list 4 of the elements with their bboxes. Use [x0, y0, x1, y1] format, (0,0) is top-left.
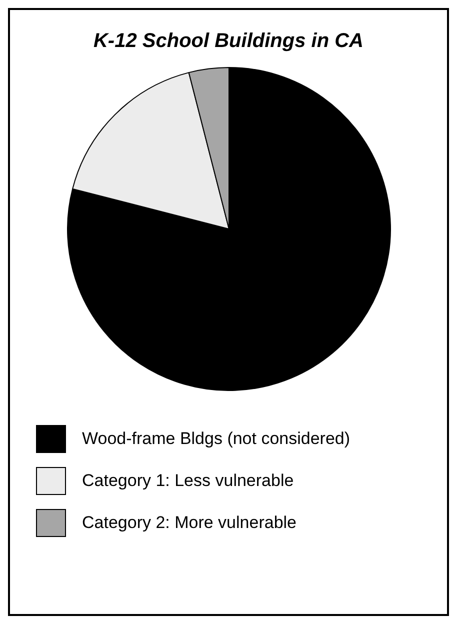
legend-label: Category 2: More vulnerable	[82, 513, 297, 533]
legend-label: Wood-frame Bldgs (not considered)	[82, 429, 350, 449]
legend-label: Category 1: Less vulnerable	[82, 471, 294, 491]
chart-title: K-12 School Buildings in CA	[92, 30, 364, 53]
